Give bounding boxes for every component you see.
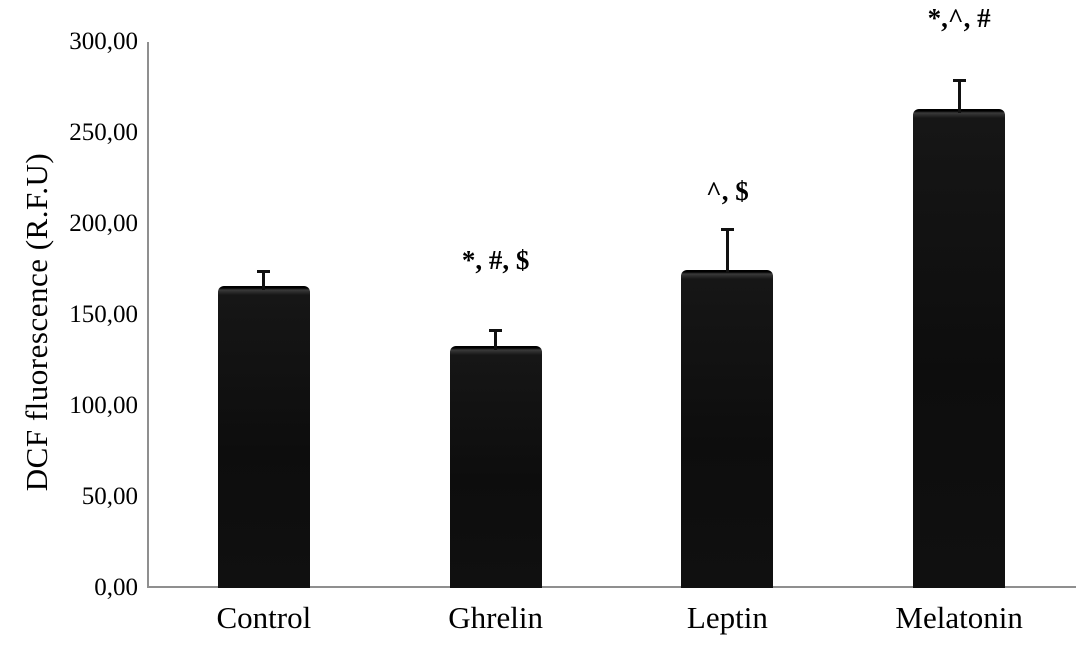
y-tick-label: 300,00: [69, 28, 138, 55]
bar-ghrelin: [449, 345, 542, 588]
error-bar-line: [957, 80, 961, 114]
significance-annotation: *, #, $: [461, 244, 530, 275]
bar-control: [217, 285, 310, 588]
x-axis-label-melatonin: Melatonin: [895, 600, 1023, 635]
y-tick-label: 250,00: [69, 119, 138, 146]
x-axis-line: [147, 586, 1076, 588]
error-bar-line: [262, 271, 266, 290]
error-bar-line: [494, 329, 498, 350]
y-tick-label: 150,00: [69, 301, 138, 328]
error-bar-cap: [720, 228, 734, 232]
error-bar-cap: [952, 79, 966, 83]
error-bar-line: [725, 229, 729, 274]
y-axis-line: [147, 42, 149, 588]
bar-leptin: [681, 269, 774, 588]
error-bar-cap: [257, 270, 271, 274]
x-axis-label-ghrelin: Ghrelin: [448, 600, 543, 635]
significance-annotation: *,^, #: [927, 3, 991, 34]
y-tick-label: 200,00: [69, 210, 138, 237]
y-tick-label: 100,00: [69, 392, 138, 419]
y-tick-label: 50,00: [81, 483, 138, 510]
significance-annotation: ^, $: [706, 176, 749, 207]
y-tick-label: 0,00: [94, 574, 138, 601]
bar-melatonin: [913, 109, 1006, 588]
x-axis-label-leptin: Leptin: [686, 600, 768, 635]
error-bar-cap: [489, 328, 503, 332]
x-axis-label-control: Control: [216, 600, 312, 635]
